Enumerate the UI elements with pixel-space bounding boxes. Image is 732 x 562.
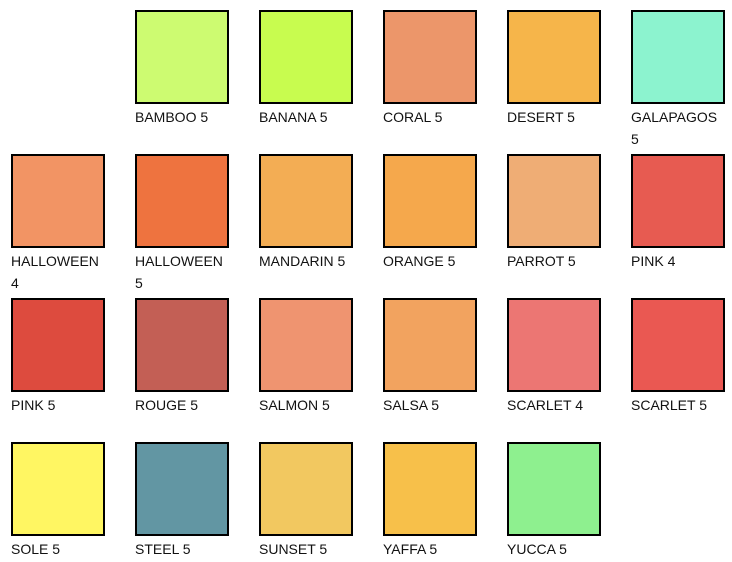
swatch-label: SALSA 5 <box>383 397 440 413</box>
swatch-color <box>631 154 725 248</box>
swatch-color <box>135 10 229 104</box>
swatch-label: SALMON 5 <box>259 397 330 413</box>
swatch: PINK 5 <box>11 298 111 416</box>
swatch: HALLOWEEN 5 <box>135 154 235 294</box>
swatch: SALSA 5 <box>383 298 483 416</box>
swatch-color <box>383 154 477 248</box>
swatch: SOLE 5 <box>11 442 111 560</box>
swatch: ORANGE 5 <box>383 154 483 272</box>
swatch-label: PINK 4 <box>631 253 676 269</box>
swatch-color <box>507 442 601 536</box>
swatch-label: HALLOWEEN 5 <box>135 253 223 291</box>
swatch-label: SCARLET 4 <box>507 397 583 413</box>
swatch-color <box>507 298 601 392</box>
swatch-label: SUNSET 5 <box>259 541 328 557</box>
swatch-label: STEEL 5 <box>135 541 191 557</box>
swatch-label: BANANA 5 <box>259 109 328 125</box>
swatch-label: PARROT 5 <box>507 253 576 269</box>
swatch-color <box>259 10 353 104</box>
swatch-color <box>507 154 601 248</box>
swatch: SUNSET 5 <box>259 442 359 560</box>
swatch-color <box>631 298 725 392</box>
swatch-color <box>135 298 229 392</box>
swatch-label: PINK 5 <box>11 397 56 413</box>
swatch-color <box>135 442 229 536</box>
swatch-label: GALAPAGOS 5 <box>631 109 718 147</box>
swatch-label: ROUGE 5 <box>135 397 199 413</box>
swatch-color <box>383 442 477 536</box>
swatch-label: MANDARIN 5 <box>259 253 346 269</box>
swatch: SCARLET 4 <box>507 298 607 416</box>
swatch-color <box>383 10 477 104</box>
swatch: ROUGE 5 <box>135 298 235 416</box>
swatch-color <box>11 154 105 248</box>
swatch: BAMBOO 5 <box>135 10 235 128</box>
swatch: SALMON 5 <box>259 298 359 416</box>
swatch-label: SCARLET 5 <box>631 397 707 413</box>
swatch-color <box>11 298 105 392</box>
swatch-color <box>631 10 725 104</box>
swatch-label: YAFFA 5 <box>383 541 438 557</box>
swatch-color <box>135 154 229 248</box>
swatch: STEEL 5 <box>135 442 235 560</box>
swatch: DESERT 5 <box>507 10 607 128</box>
swatch: YAFFA 5 <box>383 442 483 560</box>
swatch-color <box>259 442 353 536</box>
swatch: YUCCA 5 <box>507 442 607 560</box>
swatch: CORAL 5 <box>383 10 483 128</box>
swatch: SCARLET 5 <box>631 298 731 416</box>
swatch-label: SOLE 5 <box>11 541 61 557</box>
swatch-label: YUCCA 5 <box>507 541 567 557</box>
swatch-color <box>383 298 477 392</box>
swatch: GALAPAGOS 5 <box>631 10 731 150</box>
swatch-label: BAMBOO 5 <box>135 109 209 125</box>
swatch-label: CORAL 5 <box>383 109 443 125</box>
swatch-color <box>507 10 601 104</box>
swatch: BANANA 5 <box>259 10 359 128</box>
swatch: PINK 4 <box>631 154 731 272</box>
swatch: HALLOWEEN 4 <box>11 154 111 294</box>
swatch-color <box>259 154 353 248</box>
swatch-color <box>259 298 353 392</box>
swatch-label: DESERT 5 <box>507 109 575 125</box>
swatch: MANDARIN 5 <box>259 154 359 272</box>
swatch: PARROT 5 <box>507 154 607 272</box>
swatch-label: ORANGE 5 <box>383 253 456 269</box>
swatch-color <box>11 442 105 536</box>
swatch-label: HALLOWEEN 4 <box>11 253 99 291</box>
